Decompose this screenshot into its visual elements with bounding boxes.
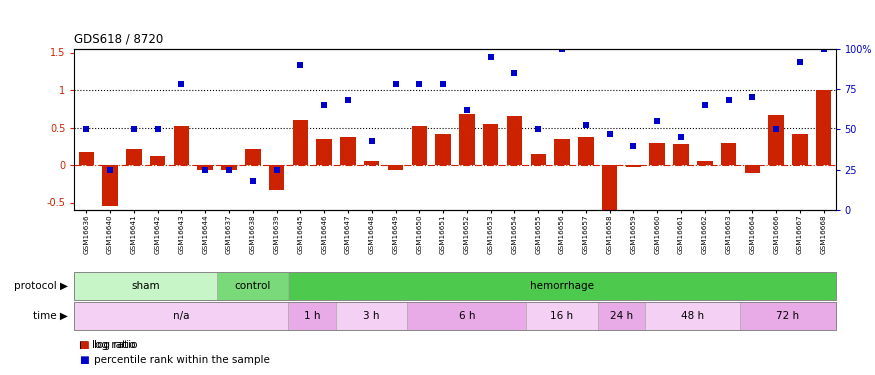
Point [222, 166, 236, 172]
Bar [317, 139, 332, 165]
Bar [411, 126, 427, 165]
Point [674, 135, 688, 141]
Bar [602, 165, 618, 210]
Point [507, 70, 522, 76]
Bar [126, 148, 142, 165]
Text: 6 h: 6 h [458, 311, 475, 321]
Point [769, 126, 783, 132]
Bar [174, 126, 189, 165]
Bar [745, 165, 760, 172]
Bar [198, 165, 213, 170]
Bar [150, 156, 165, 165]
Point [579, 122, 593, 128]
Bar [459, 114, 474, 165]
Bar [221, 165, 237, 170]
Text: n/a: n/a [173, 311, 190, 321]
Text: control: control [234, 281, 271, 291]
Text: 16 h: 16 h [550, 311, 574, 321]
Point [816, 46, 830, 52]
Point [80, 126, 94, 132]
Point [341, 98, 355, 104]
Bar [792, 134, 808, 165]
Bar [292, 120, 308, 165]
Point [246, 178, 260, 184]
Text: ■ log ratio: ■ log ratio [79, 340, 136, 350]
Point [531, 126, 545, 132]
Point [722, 98, 736, 104]
Point [484, 54, 498, 60]
Point [436, 81, 450, 87]
Point [150, 126, 164, 132]
Point [412, 81, 426, 87]
Point [317, 102, 331, 108]
Bar [364, 161, 380, 165]
Text: protocol ▶: protocol ▶ [14, 281, 68, 291]
Text: time ▶: time ▶ [33, 311, 68, 321]
Bar [436, 134, 451, 165]
Bar [507, 116, 522, 165]
Text: GDS618 / 8720: GDS618 / 8720 [74, 32, 164, 45]
Point [746, 94, 760, 100]
Bar [816, 90, 831, 165]
Bar [697, 161, 712, 165]
Text: 48 h: 48 h [682, 311, 704, 321]
Bar [555, 139, 570, 165]
Point [270, 166, 284, 172]
Point [103, 166, 117, 172]
Text: 3 h: 3 h [363, 311, 380, 321]
Text: 24 h: 24 h [610, 311, 634, 321]
Bar [578, 136, 593, 165]
Point [697, 102, 711, 108]
Point [626, 142, 640, 148]
Bar [245, 148, 261, 165]
Bar [768, 115, 784, 165]
Text: 72 h: 72 h [776, 311, 800, 321]
Text: sham: sham [131, 281, 160, 291]
Bar [269, 165, 284, 190]
Point [793, 58, 807, 64]
Point [650, 118, 664, 124]
Text: log ratio: log ratio [94, 340, 137, 350]
Point [603, 131, 617, 137]
Point [174, 81, 188, 87]
Bar [340, 136, 355, 165]
Bar [79, 152, 94, 165]
Point [388, 81, 402, 87]
Bar [530, 154, 546, 165]
Bar [626, 165, 641, 167]
Point [199, 166, 213, 172]
Bar [649, 142, 665, 165]
Point [460, 107, 474, 113]
Bar [102, 165, 118, 206]
Text: ■: ■ [79, 355, 88, 365]
Point [365, 138, 379, 144]
Bar [483, 124, 499, 165]
Point [555, 46, 569, 52]
Bar [721, 142, 736, 165]
Bar [673, 144, 689, 165]
Text: 1 h: 1 h [304, 311, 320, 321]
Text: ■: ■ [79, 340, 88, 350]
Bar [388, 165, 403, 170]
Text: percentile rank within the sample: percentile rank within the sample [94, 355, 270, 365]
Text: hemorrhage: hemorrhage [530, 281, 594, 291]
Point [293, 62, 307, 68]
Point [127, 126, 141, 132]
